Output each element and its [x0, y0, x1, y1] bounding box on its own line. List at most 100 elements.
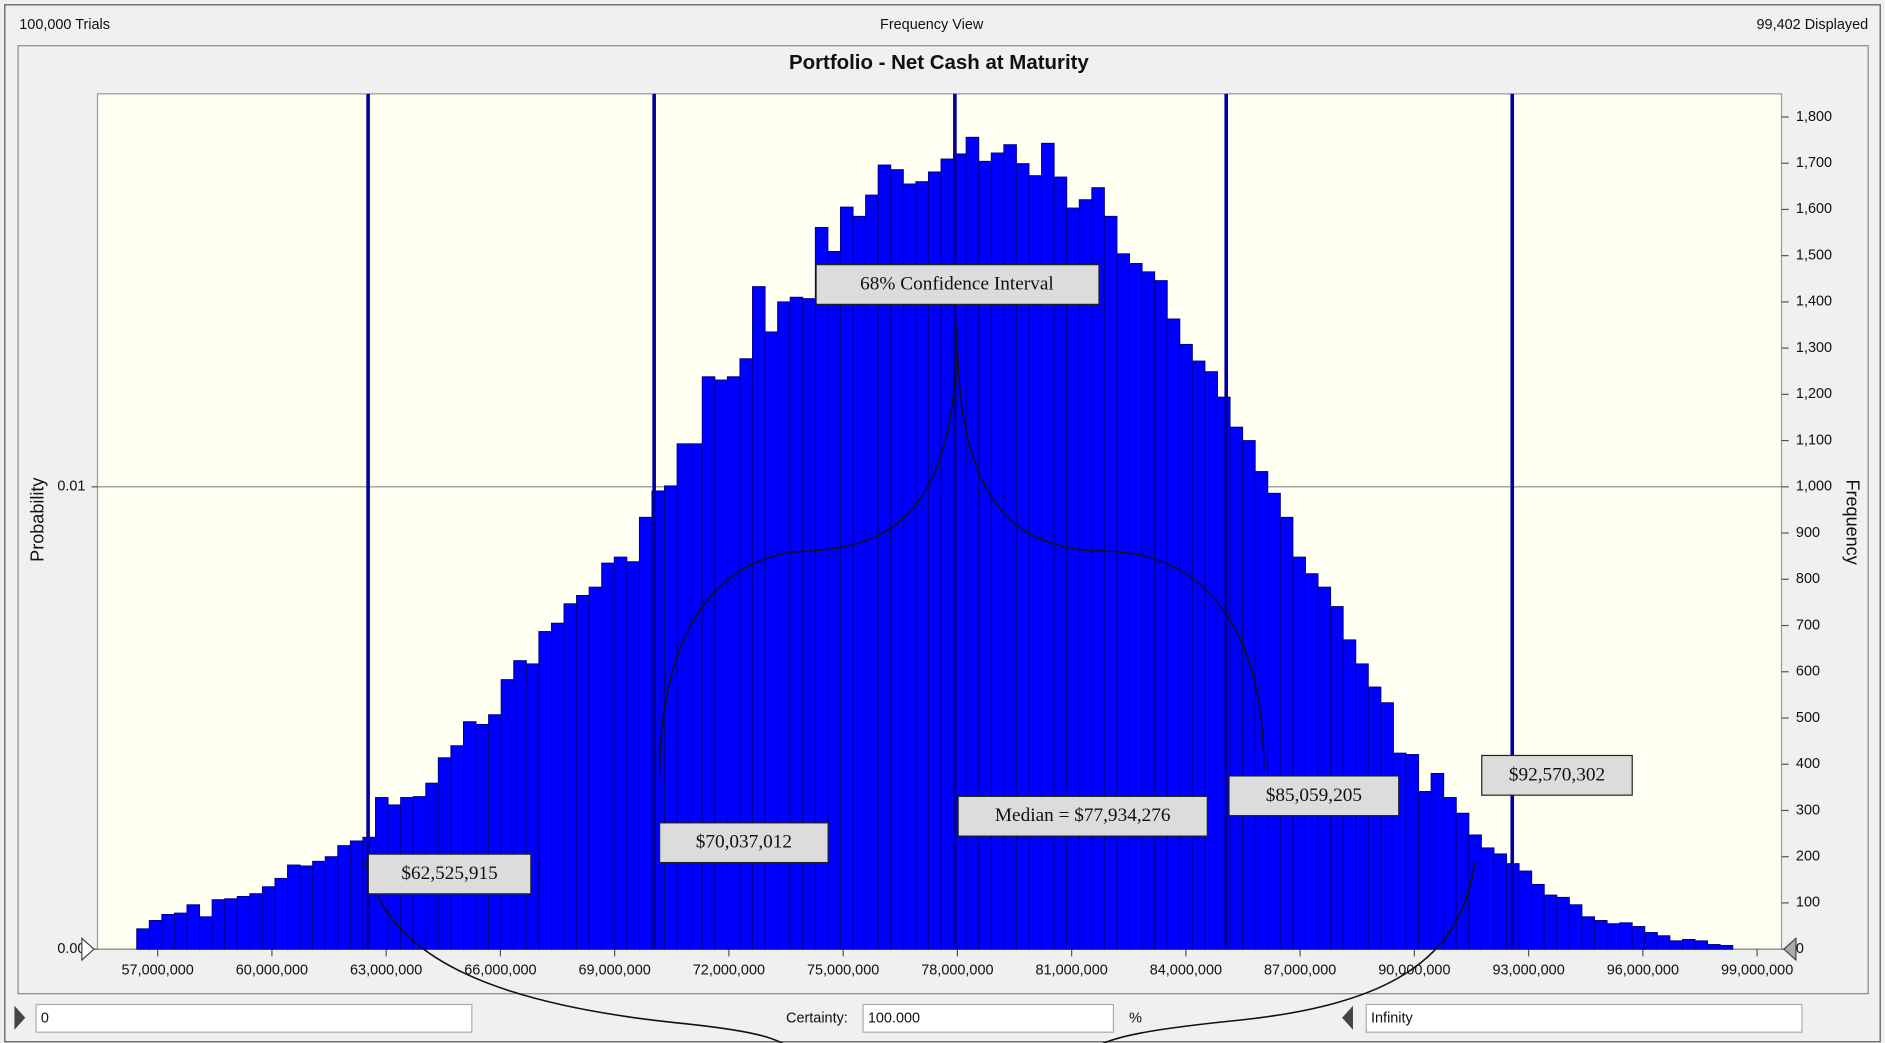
marker-label: $70,037,012 [696, 832, 792, 853]
bar [236, 895, 251, 950]
bar [1518, 870, 1533, 950]
bar [1694, 940, 1709, 950]
x-tick-label: 66,000,000 [464, 963, 536, 979]
x-tick-label: 69,000,000 [579, 963, 651, 979]
bar [638, 516, 653, 950]
bar [865, 194, 879, 950]
bar [550, 622, 565, 950]
annotation-box [815, 264, 1100, 305]
upper-input[interactable] [1365, 1003, 1803, 1033]
bar [1380, 702, 1394, 950]
bar [1430, 772, 1445, 950]
bar [337, 845, 351, 950]
lower-arrow[interactable] [14, 1005, 26, 1030]
bar [500, 679, 515, 950]
x-tick-label: 93,000,000 [1492, 963, 1564, 979]
y2-tick-label: 400 [1796, 756, 1820, 772]
bar [1217, 396, 1231, 950]
bar [1556, 896, 1570, 950]
bar [324, 856, 339, 950]
bar [1480, 847, 1495, 950]
bar [148, 920, 163, 950]
bar [199, 916, 213, 950]
marker-label-box [659, 822, 829, 864]
x-tick-label: 63,000,000 [350, 963, 422, 979]
bar [626, 561, 640, 950]
marker-label: $62,525,915 [401, 863, 497, 884]
bar [274, 877, 289, 950]
bar [827, 251, 841, 950]
bar [1204, 371, 1218, 950]
bar [714, 379, 728, 950]
bar [1707, 944, 1721, 950]
bar [1443, 797, 1457, 950]
bar [1191, 360, 1206, 950]
upper-arrow[interactable] [1342, 1005, 1353, 1030]
y2-tick-label: 1,000 [1796, 479, 1832, 495]
x-tick-label: 84,000,000 [1150, 963, 1222, 979]
y2-tick-label: 600 [1796, 664, 1820, 680]
bar [1242, 440, 1256, 950]
bar [1179, 343, 1193, 950]
bar [1154, 280, 1168, 950]
bar [1141, 271, 1156, 950]
bar [601, 562, 615, 950]
bar [211, 899, 226, 950]
x-tick-label: 78,000,000 [921, 963, 993, 979]
bar [1581, 916, 1595, 950]
bar [173, 912, 188, 950]
bar [1304, 573, 1319, 950]
x-tick-label: 75,000,000 [807, 963, 879, 979]
bar [525, 663, 540, 950]
bar [563, 603, 578, 950]
y2-tick-label: 100 [1796, 895, 1820, 911]
bar [1719, 944, 1734, 950]
bar [186, 904, 201, 950]
y2-tick-label: 1,200 [1796, 386, 1832, 402]
bar [249, 893, 263, 950]
y2-tick-label: 1,700 [1796, 155, 1832, 171]
bar [1066, 207, 1080, 950]
x-tick-label: 72,000,000 [693, 963, 765, 979]
outer-brace [365, 861, 1476, 1043]
y2-tick-label: 200 [1796, 849, 1820, 865]
x-tick-label: 57,000,000 [122, 963, 194, 979]
x-tick-label: 87,000,000 [1264, 963, 1336, 979]
y2-tick-label: 700 [1796, 617, 1820, 633]
bar [1279, 516, 1294, 950]
upper-value: Infinity [1371, 1011, 1414, 1027]
bar [576, 594, 590, 950]
marker-label: Median = $77,934,276 [995, 805, 1171, 826]
marker-label: $85,059,205 [1266, 785, 1362, 806]
certainty-input[interactable] [862, 1003, 1115, 1033]
bar [437, 757, 452, 950]
bar [136, 928, 150, 950]
bar [1078, 199, 1093, 950]
inner-brace [658, 324, 1265, 776]
bar [1267, 492, 1281, 950]
view-name[interactable]: Frequency View [880, 17, 984, 33]
bar [588, 586, 603, 950]
marker-label-box [1481, 754, 1633, 796]
bar [1129, 263, 1143, 950]
markers [366, 93, 1515, 950]
bar [538, 631, 552, 950]
bar [1418, 791, 1432, 950]
left-grabber[interactable] [81, 936, 95, 962]
bar [1493, 853, 1508, 950]
bar [488, 714, 502, 950]
y2-tick-label: 0 [1796, 941, 1804, 957]
bar [1229, 426, 1244, 950]
bar [261, 886, 276, 950]
bar [852, 215, 867, 950]
right-grabber[interactable] [1782, 936, 1797, 962]
bar [462, 721, 477, 950]
bar [676, 443, 691, 950]
y2-tick-label: 1,100 [1796, 432, 1832, 448]
bar [839, 206, 854, 950]
bar [475, 723, 490, 950]
y2-tick-label: 300 [1796, 802, 1820, 818]
marker-label-box [957, 795, 1208, 837]
lower-input[interactable] [35, 1003, 473, 1033]
bar [1317, 586, 1332, 950]
